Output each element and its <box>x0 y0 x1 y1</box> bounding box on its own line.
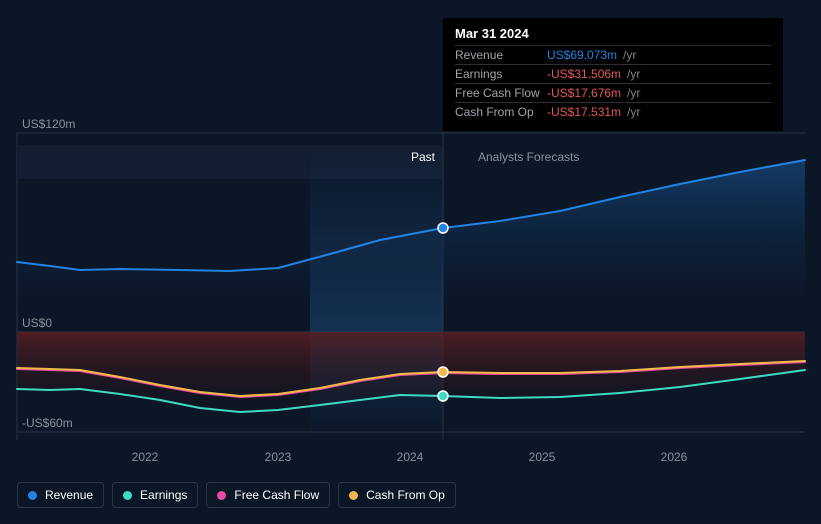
tooltip-row-label: Revenue <box>455 48 547 62</box>
tooltip-row-unit: /yr <box>627 86 640 100</box>
legend-swatch-icon <box>217 491 226 500</box>
legend-swatch-icon <box>28 491 37 500</box>
chart-legend: Revenue Earnings Free Cash Flow Cash From O… <box>17 482 456 508</box>
tooltip-row: RevenueUS$69.073m/yr <box>455 45 771 64</box>
legend-item-earnings[interactable]: Earnings <box>112 482 198 508</box>
tooltip-row-value: US$69.073m <box>547 48 623 62</box>
x-axis-tick-label: 2026 <box>661 450 688 464</box>
legend-item-free-cash-flow[interactable]: Free Cash Flow <box>206 482 330 508</box>
x-axis-tick-label: 2025 <box>529 450 556 464</box>
financial-chart: Mar 31 2024 RevenueUS$69.073m/yrEarnings… <box>0 0 821 524</box>
y-axis-tick-label: US$0 <box>22 316 52 330</box>
legend-label: Cash From Op <box>366 488 445 502</box>
section-label-past: Past <box>411 150 435 164</box>
legend-item-revenue[interactable]: Revenue <box>17 482 104 508</box>
tooltip-date: Mar 31 2024 <box>455 26 771 45</box>
tooltip-row-label: Earnings <box>455 67 547 81</box>
tooltip-row: Cash From Op-US$17.531m/yr <box>455 102 771 121</box>
x-axis-tick-label: 2022 <box>132 450 159 464</box>
x-axis-tick-label: 2024 <box>397 450 424 464</box>
legend-label: Free Cash Flow <box>234 488 319 502</box>
y-axis-tick-label: -US$60m <box>22 416 73 430</box>
tooltip-row: Free Cash Flow-US$17.676m/yr <box>455 83 771 102</box>
tooltip-row-value: -US$17.676m <box>547 86 627 100</box>
legend-label: Revenue <box>45 488 93 502</box>
tooltip-row-label: Cash From Op <box>455 105 547 119</box>
legend-label: Earnings <box>140 488 187 502</box>
chart-tooltip: Mar 31 2024 RevenueUS$69.073m/yrEarnings… <box>443 18 783 131</box>
y-axis-tick-label: US$120m <box>22 117 75 131</box>
legend-swatch-icon <box>123 491 132 500</box>
tooltip-row: Earnings-US$31.506m/yr <box>455 64 771 83</box>
tooltip-row-value: -US$17.531m <box>547 105 627 119</box>
section-label-forecast: Analysts Forecasts <box>478 150 579 164</box>
legend-swatch-icon <box>349 491 358 500</box>
legend-item-cash-from-op[interactable]: Cash From Op <box>338 482 456 508</box>
tooltip-row-unit: /yr <box>623 48 636 62</box>
tooltip-row-unit: /yr <box>627 105 640 119</box>
tooltip-row-label: Free Cash Flow <box>455 86 547 100</box>
tooltip-row-unit: /yr <box>627 67 640 81</box>
x-axis-tick-label: 2023 <box>265 450 292 464</box>
tooltip-row-value: -US$31.506m <box>547 67 627 81</box>
